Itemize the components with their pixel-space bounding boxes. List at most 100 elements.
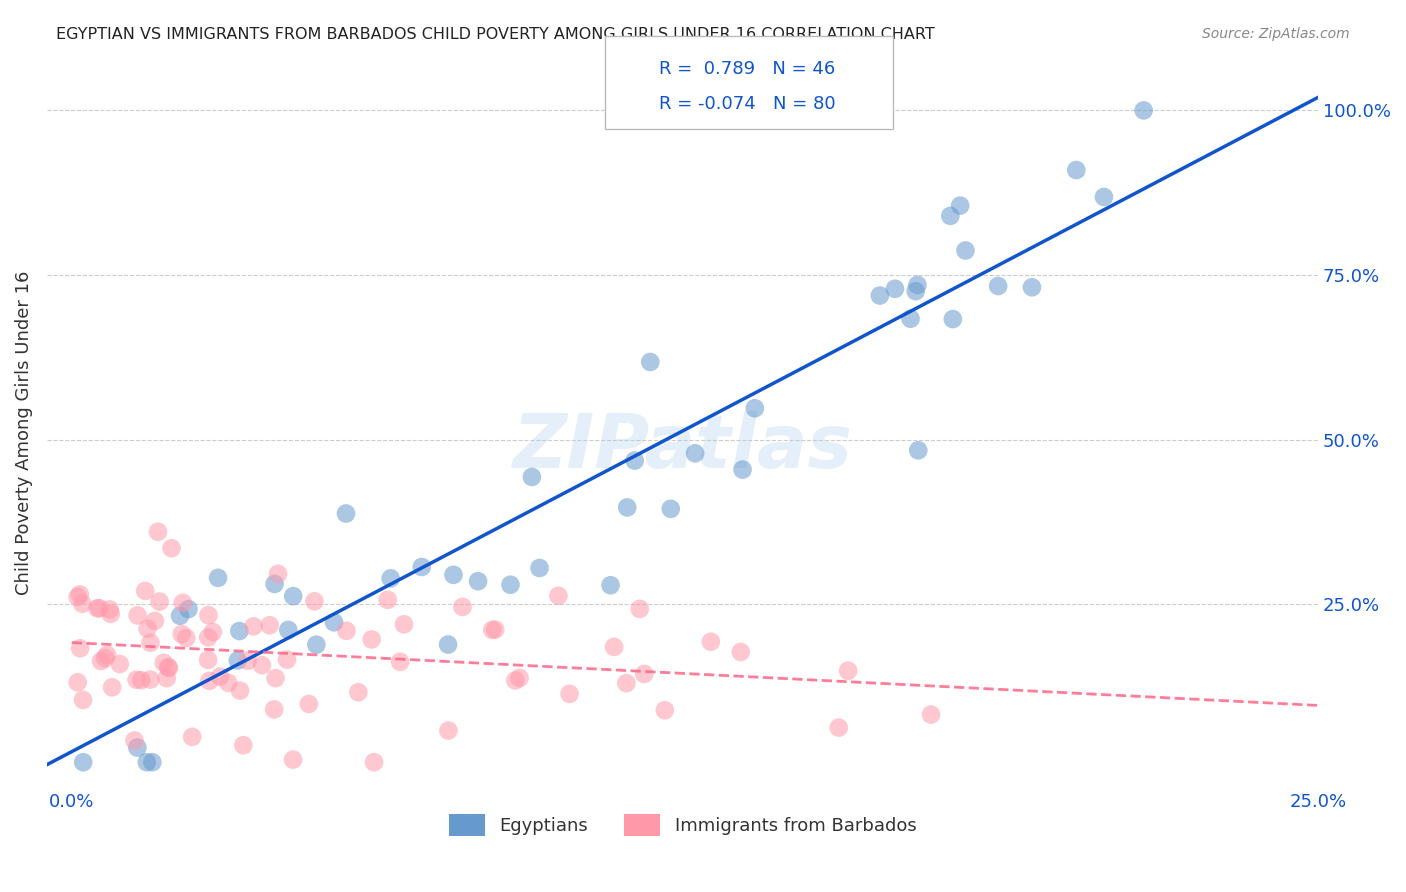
Point — [277, 623, 299, 637]
Point — [201, 625, 224, 640]
Point — [904, 284, 927, 298]
Point — [94, 651, 117, 665]
Point — [276, 652, 298, 666]
Point — [443, 567, 465, 582]
Point — [616, 500, 638, 515]
Text: EGYPTIAN VS IMMIGRANTS FROM BARBADOS CHILD POVERTY AMONG GIRLS UNDER 16 CORRELAT: EGYPTIAN VS IMMIGRANTS FROM BARBADOS CHI… — [56, 27, 935, 42]
Point — [135, 755, 157, 769]
Point — [169, 608, 191, 623]
Point — [263, 702, 285, 716]
Point — [264, 671, 287, 685]
Point — [828, 721, 851, 735]
Point — [66, 675, 89, 690]
Point — [347, 685, 370, 699]
Point — [226, 653, 249, 667]
Point — [139, 673, 162, 687]
Point — [141, 755, 163, 769]
Point — [558, 687, 581, 701]
Point — [152, 656, 174, 670]
Point — [837, 664, 859, 678]
Point — [730, 645, 752, 659]
Point — [156, 671, 179, 685]
Point — [335, 507, 357, 521]
Point — [157, 660, 180, 674]
Point — [628, 602, 651, 616]
Point — [101, 681, 124, 695]
Point — [700, 634, 723, 648]
Point — [143, 614, 166, 628]
Point — [659, 501, 682, 516]
Point — [942, 312, 965, 326]
Point — [160, 541, 183, 556]
Point — [614, 676, 637, 690]
Point — [172, 596, 194, 610]
Point — [72, 693, 94, 707]
Point — [66, 590, 89, 604]
Point — [217, 676, 239, 690]
Point — [157, 661, 180, 675]
Point — [72, 755, 94, 769]
Point — [603, 640, 626, 654]
Point — [467, 574, 489, 589]
Point — [127, 740, 149, 755]
Point — [623, 453, 645, 467]
Point — [1066, 163, 1088, 178]
Point — [229, 683, 252, 698]
Point — [232, 738, 254, 752]
Point — [683, 446, 706, 460]
Point — [228, 624, 250, 638]
Point — [72, 597, 94, 611]
Point — [198, 673, 221, 688]
Point — [69, 587, 91, 601]
Point — [139, 636, 162, 650]
Legend: Egyptians, Immigrants from Barbados: Egyptians, Immigrants from Barbados — [441, 807, 924, 844]
Point — [987, 279, 1010, 293]
Point — [89, 601, 111, 615]
Point — [305, 638, 328, 652]
Point — [98, 602, 121, 616]
Point — [481, 623, 503, 637]
Point — [437, 723, 460, 738]
Point — [451, 599, 474, 614]
Point — [363, 755, 385, 769]
Point — [283, 589, 305, 603]
Y-axis label: Child Poverty Among Girls Under 16: Child Poverty Among Girls Under 16 — [15, 271, 32, 595]
Point — [731, 462, 754, 476]
Point — [392, 617, 415, 632]
Point — [90, 654, 112, 668]
Point — [129, 673, 152, 688]
Point — [654, 703, 676, 717]
Point — [599, 578, 621, 592]
Point — [1132, 103, 1154, 118]
Point — [638, 355, 661, 369]
Point — [633, 667, 655, 681]
Point — [411, 560, 433, 574]
Point — [437, 638, 460, 652]
Point — [177, 602, 200, 616]
Point — [955, 244, 977, 258]
Point — [335, 624, 357, 638]
Point — [547, 589, 569, 603]
Point — [197, 631, 219, 645]
Point — [505, 673, 527, 688]
Point — [236, 654, 259, 668]
Point — [869, 288, 891, 302]
Point — [207, 571, 229, 585]
Point — [380, 571, 402, 585]
Point — [744, 401, 766, 416]
Text: R =  0.789   N = 46: R = 0.789 N = 46 — [659, 60, 835, 78]
Point — [377, 592, 399, 607]
Point — [281, 753, 304, 767]
Point — [259, 618, 281, 632]
Point — [907, 443, 929, 458]
Point — [1092, 190, 1115, 204]
Point — [127, 608, 149, 623]
Point — [323, 615, 346, 630]
Point — [134, 583, 156, 598]
Point — [907, 277, 929, 292]
Point — [263, 577, 285, 591]
Point — [124, 733, 146, 747]
Point — [484, 623, 506, 637]
Point — [148, 594, 170, 608]
Point — [242, 619, 264, 633]
